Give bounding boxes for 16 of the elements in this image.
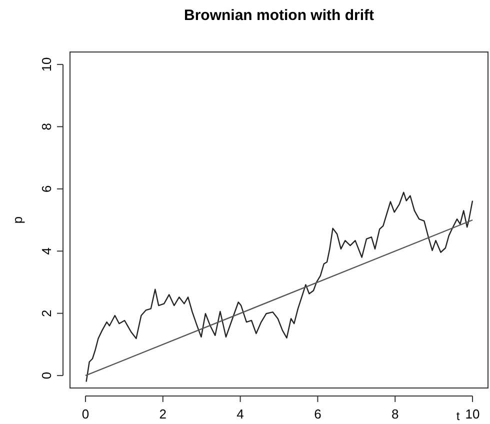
line-series <box>86 192 474 382</box>
x-tick-label: 6 <box>314 406 322 422</box>
x-tick-label: 0 <box>82 406 90 422</box>
y-tick-label: 2 <box>39 310 54 317</box>
x-tick-label: 4 <box>236 406 244 422</box>
x-tick-label: 2 <box>159 406 167 422</box>
y-tick-label: 8 <box>39 123 54 130</box>
x-tick-label: 10 <box>465 406 480 422</box>
chart-title: Brownian motion with drift <box>184 7 374 24</box>
y-tick-label: 6 <box>39 185 54 193</box>
x-axis-title: t <box>456 409 460 423</box>
x-tick-label: 8 <box>391 406 399 422</box>
y-tick-label: 10 <box>39 57 54 72</box>
y-tick-label: 0 <box>39 372 54 380</box>
y-axis-title: p <box>10 216 25 224</box>
y-tick-label: 4 <box>39 247 54 255</box>
